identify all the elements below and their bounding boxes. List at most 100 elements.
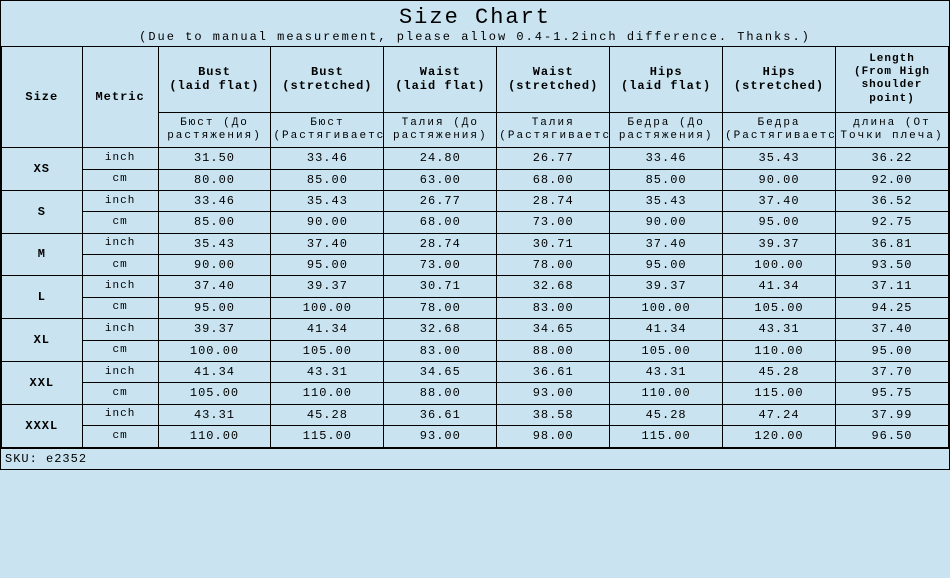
value-cell: 90.00 — [723, 169, 836, 190]
value-cell: 90.00 — [158, 255, 271, 276]
value-cell: 32.68 — [497, 276, 610, 297]
value-cell: 41.34 — [271, 319, 384, 340]
value-cell: 30.71 — [384, 276, 497, 297]
col-hips-str: Hips (stretched) — [723, 47, 836, 113]
col-length: Length (From High shoulder point) — [835, 47, 948, 113]
metric-cell: cm — [82, 297, 158, 318]
value-cell: 37.99 — [835, 404, 948, 425]
value-cell: 36.22 — [835, 148, 948, 169]
ru-hips-flat: Бедра (До растяжения) — [610, 112, 723, 147]
header-row: Size Metric Bust (laid flat) Bust (stret… — [2, 47, 949, 113]
value-cell: 63.00 — [384, 169, 497, 190]
ru-bust-flat: Бюст (До растяжения) — [158, 112, 271, 147]
sku-label: SKU: — [5, 452, 38, 466]
value-cell: 43.31 — [158, 404, 271, 425]
size-cell: XL — [2, 319, 83, 362]
value-cell: 120.00 — [723, 426, 836, 447]
value-cell: 95.00 — [723, 212, 836, 233]
value-cell: 100.00 — [158, 340, 271, 361]
metric-cell: cm — [82, 169, 158, 190]
value-cell: 85.00 — [610, 169, 723, 190]
value-cell: 110.00 — [271, 383, 384, 404]
value-cell: 39.37 — [158, 319, 271, 340]
value-cell: 37.11 — [835, 276, 948, 297]
value-cell: 37.70 — [835, 362, 948, 383]
size-cell: M — [2, 233, 83, 276]
value-cell: 115.00 — [271, 426, 384, 447]
value-cell: 43.31 — [271, 362, 384, 383]
size-cell: XXXL — [2, 404, 83, 447]
table-row: cm90.0095.0073.0078.0095.00100.0093.50 — [2, 255, 949, 276]
value-cell: 88.00 — [384, 383, 497, 404]
value-cell: 95.00 — [835, 340, 948, 361]
value-cell: 85.00 — [271, 169, 384, 190]
value-cell: 92.00 — [835, 169, 948, 190]
title-block: Size Chart (Due to manual measurement, p… — [1, 1, 949, 46]
metric-cell: inch — [82, 362, 158, 383]
col-hips-flat: Hips (laid flat) — [610, 47, 723, 113]
value-cell: 35.43 — [610, 190, 723, 211]
value-cell: 43.31 — [610, 362, 723, 383]
size-table: Size Metric Bust (laid flat) Bust (stret… — [1, 46, 949, 448]
value-cell: 93.00 — [384, 426, 497, 447]
value-cell: 95.00 — [610, 255, 723, 276]
chart-title: Size Chart — [1, 5, 949, 30]
table-row: XXLinch41.3443.3134.6536.6143.3145.2837.… — [2, 362, 949, 383]
value-cell: 83.00 — [384, 340, 497, 361]
size-cell: XS — [2, 148, 83, 191]
table-row: XXXLinch43.3145.2836.6138.5845.2847.2437… — [2, 404, 949, 425]
value-cell: 39.37 — [723, 233, 836, 254]
metric-cell: inch — [82, 233, 158, 254]
value-cell: 85.00 — [158, 212, 271, 233]
value-cell: 37.40 — [723, 190, 836, 211]
value-cell: 73.00 — [497, 212, 610, 233]
value-cell: 41.34 — [610, 319, 723, 340]
value-cell: 95.75 — [835, 383, 948, 404]
value-cell: 37.40 — [271, 233, 384, 254]
ru-bust-str: Бюст (Растягиваетс — [271, 112, 384, 147]
table-row: cm110.00115.0093.0098.00115.00120.0096.5… — [2, 426, 949, 447]
value-cell: 26.77 — [384, 190, 497, 211]
value-cell: 33.46 — [610, 148, 723, 169]
value-cell: 105.00 — [271, 340, 384, 361]
metric-cell: inch — [82, 276, 158, 297]
value-cell: 37.40 — [835, 319, 948, 340]
col-bust-str: Bust (stretched) — [271, 47, 384, 113]
value-cell: 35.43 — [158, 233, 271, 254]
value-cell: 93.00 — [497, 383, 610, 404]
col-waist-str: Waist (stretched) — [497, 47, 610, 113]
value-cell: 45.28 — [610, 404, 723, 425]
value-cell: 93.50 — [835, 255, 948, 276]
col-metric: Metric — [82, 47, 158, 148]
value-cell: 37.40 — [610, 233, 723, 254]
value-cell: 32.68 — [384, 319, 497, 340]
value-cell: 24.80 — [384, 148, 497, 169]
size-cell: L — [2, 276, 83, 319]
value-cell: 80.00 — [158, 169, 271, 190]
metric-cell: inch — [82, 190, 158, 211]
value-cell: 47.24 — [723, 404, 836, 425]
table-row: Sinch33.4635.4326.7728.7435.4337.4036.52 — [2, 190, 949, 211]
chart-subtitle: (Due to manual measurement, please allow… — [1, 30, 949, 44]
value-cell: 39.37 — [271, 276, 384, 297]
value-cell: 90.00 — [271, 212, 384, 233]
sku-line: SKU: e2352 — [1, 448, 949, 469]
value-cell: 73.00 — [384, 255, 497, 276]
ru-waist-str: Талия (Растягиваетс — [497, 112, 610, 147]
value-cell: 45.28 — [271, 404, 384, 425]
col-waist-flat: Waist (laid flat) — [384, 47, 497, 113]
value-cell: 33.46 — [158, 190, 271, 211]
table-row: cm105.00110.0088.0093.00110.00115.0095.7… — [2, 383, 949, 404]
size-cell: XXL — [2, 362, 83, 405]
metric-cell: cm — [82, 255, 158, 276]
value-cell: 105.00 — [158, 383, 271, 404]
value-cell: 38.58 — [497, 404, 610, 425]
ru-hips-str: Бедра (Растягиваетс — [723, 112, 836, 147]
table-row: cm80.0085.0063.0068.0085.0090.0092.00 — [2, 169, 949, 190]
table-row: cm100.00105.0083.0088.00105.00110.0095.0… — [2, 340, 949, 361]
col-bust-flat: Bust (laid flat) — [158, 47, 271, 113]
value-cell: 100.00 — [271, 297, 384, 318]
value-cell: 33.46 — [271, 148, 384, 169]
value-cell: 28.74 — [384, 233, 497, 254]
value-cell: 37.40 — [158, 276, 271, 297]
